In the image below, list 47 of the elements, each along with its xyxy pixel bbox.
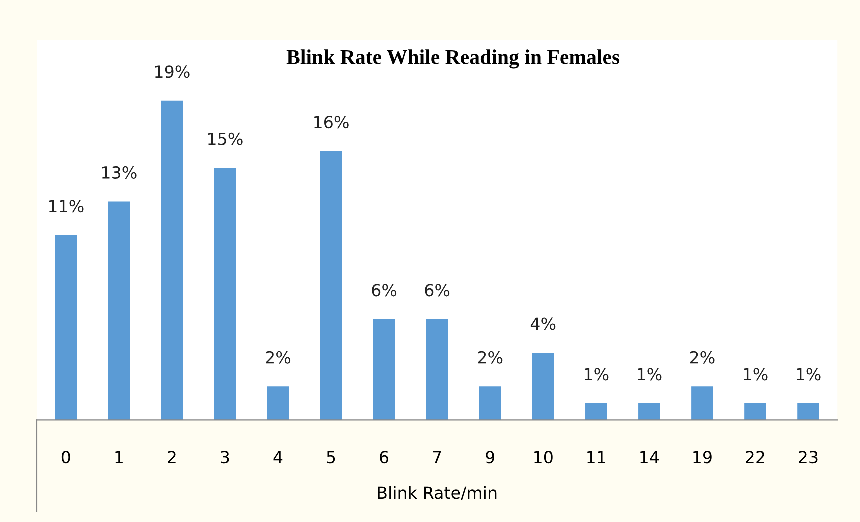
data-label: 1% [584, 368, 609, 381]
x-tick-label: 23 [799, 451, 818, 464]
data-label: 4% [530, 318, 556, 330]
data-label: 2% [690, 351, 715, 364]
bar [108, 202, 130, 420]
x-tick-label: 5 [327, 451, 336, 464]
bar [798, 403, 820, 420]
data-label: 1% [744, 368, 768, 381]
data-label: 11% [49, 200, 84, 213]
x-tick-label: 11 [588, 451, 606, 464]
x-tick-label: 22 [746, 451, 764, 464]
x-tick-label: 3 [221, 451, 230, 464]
x-tick-label: 2 [168, 451, 176, 464]
chart-title: Blink Rate While Reading in Females [286, 50, 620, 69]
x-tick-label: 6 [380, 451, 389, 464]
bar [479, 386, 502, 420]
data-label: 1% [797, 368, 821, 381]
data-label: 1% [638, 368, 662, 381]
x-tick-label: 10 [534, 451, 553, 464]
x-tick-label: 14 [640, 451, 660, 464]
data-label: 15% [208, 132, 243, 146]
data-label: 13% [102, 166, 137, 180]
bar [55, 235, 78, 420]
x-axis-title: Blink Rate/min [378, 486, 497, 501]
x-tick-label: 0 [62, 451, 70, 464]
x-tick-label: 7 [433, 451, 442, 464]
bar [426, 319, 448, 420]
bar [373, 319, 396, 420]
data-label: 2% [266, 351, 291, 364]
bar [320, 151, 342, 420]
data-label: 6% [425, 284, 450, 297]
bar [692, 386, 714, 420]
bar [214, 168, 236, 420]
bar [267, 386, 290, 420]
bar [744, 403, 766, 420]
x-tick-label: 1 [116, 451, 123, 464]
bar [586, 403, 608, 420]
x-tick-label: 9 [486, 451, 494, 464]
bar [532, 352, 554, 420]
data-label: 16% [314, 116, 349, 129]
x-tick-label: 4 [274, 451, 283, 464]
bar [638, 403, 660, 420]
bar [161, 100, 184, 420]
data-label: 2% [478, 351, 503, 364]
data-label: 19% [156, 66, 190, 78]
x-tick-label: 19 [694, 451, 712, 464]
data-label: 6% [372, 284, 397, 297]
